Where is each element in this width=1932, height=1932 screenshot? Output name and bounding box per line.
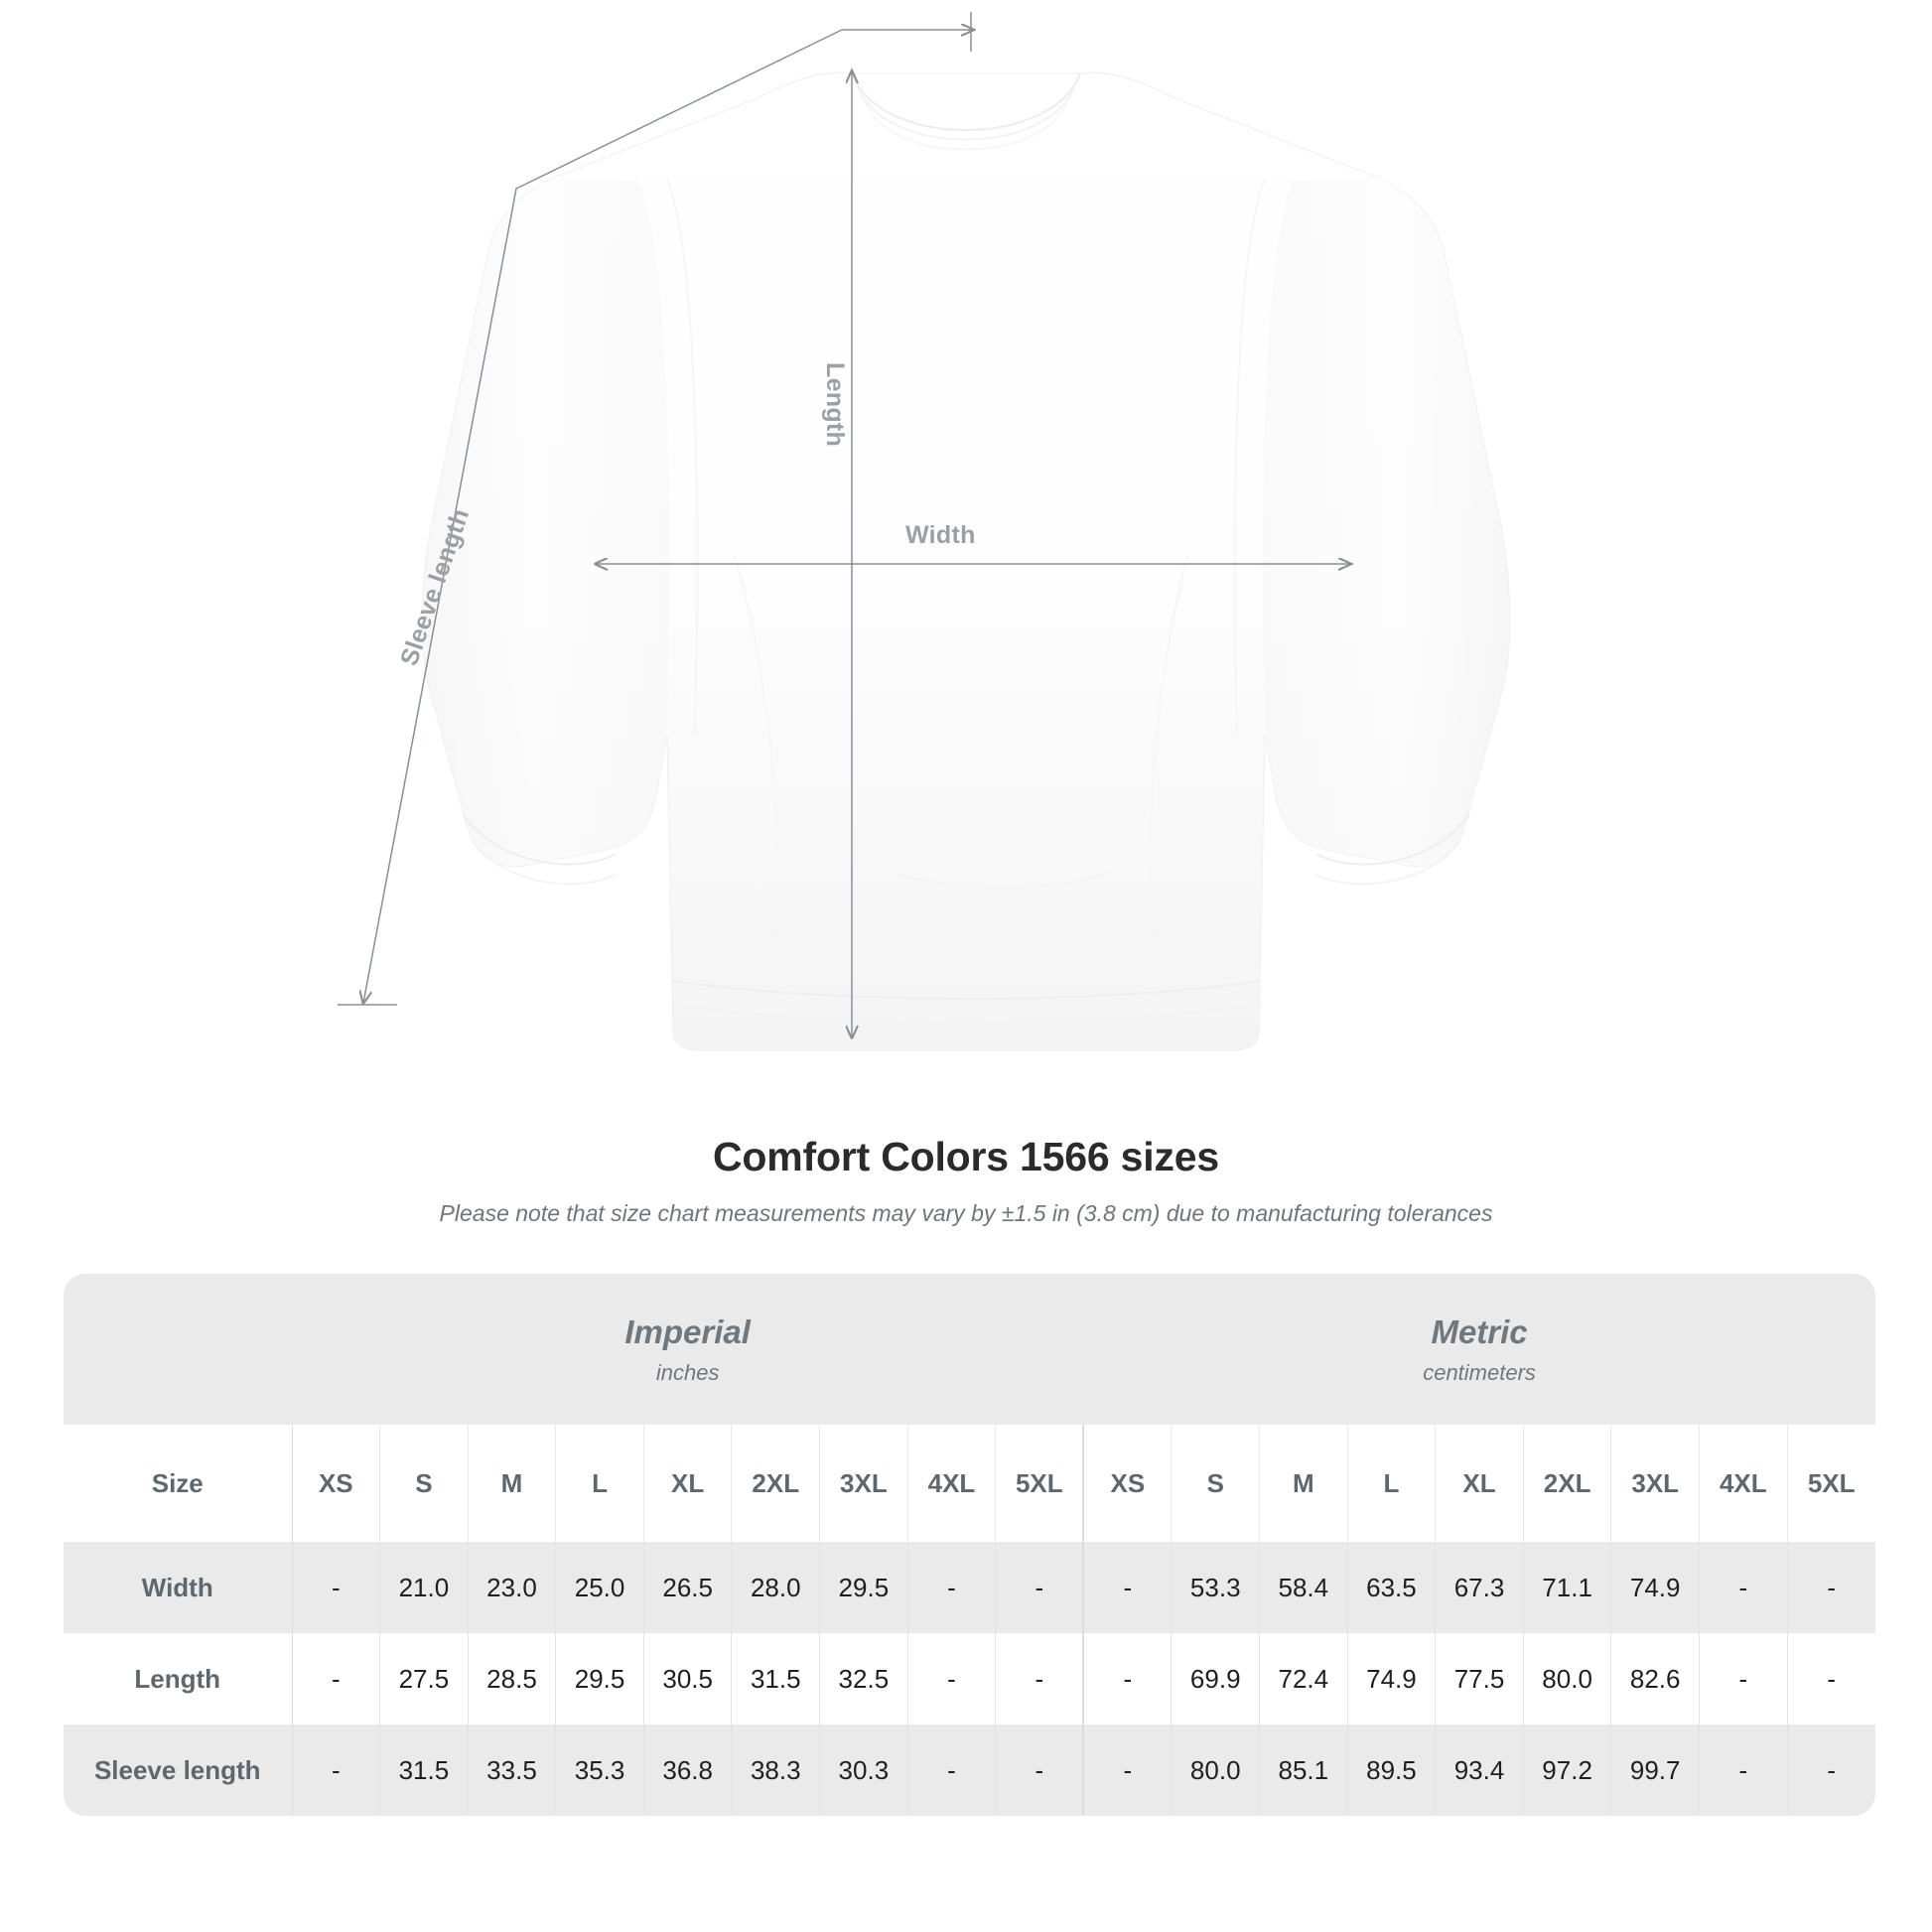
- col-header-imperial-m: M: [468, 1425, 557, 1542]
- cell-width-metric-3xl: 74.9: [1610, 1542, 1700, 1633]
- cell-width-metric-5xl: -: [1787, 1542, 1875, 1633]
- cell-width-imperial-4xl: -: [907, 1542, 997, 1633]
- unit-name-imperial: Imperial: [624, 1313, 751, 1351]
- cell-width-imperial-3xl: 29.5: [819, 1542, 908, 1633]
- unit-header-metric: Metric centimeters: [1083, 1274, 1875, 1425]
- unit-name-metric: Metric: [1431, 1313, 1528, 1351]
- cell-width-metric-xs: -: [1082, 1542, 1173, 1633]
- cell-length-metric-s: 69.9: [1171, 1633, 1261, 1725]
- table-row: Length - 27.5 28.5 29.5 30.5 31.5 32.5 -…: [64, 1633, 1875, 1725]
- cell-length-imperial-5xl: -: [995, 1633, 1084, 1725]
- title-block: Comfort Colors 1566 sizes Please note th…: [0, 1134, 1932, 1227]
- cell-width-metric-2xl: 71.1: [1523, 1542, 1612, 1633]
- row-label-sleeve-length: Sleeve length: [64, 1725, 293, 1816]
- cell-width-imperial-2xl: 28.0: [731, 1542, 821, 1633]
- cell-width-imperial-l: 25.0: [555, 1542, 644, 1633]
- cell-length-metric-m: 72.4: [1259, 1633, 1348, 1725]
- unit-header-spacer: [64, 1274, 292, 1425]
- col-header-imperial-2xl: 2XL: [731, 1425, 821, 1542]
- cell-sleeve-imperial-s: 31.5: [379, 1725, 469, 1816]
- col-header-imperial-4xl: 4XL: [907, 1425, 997, 1542]
- col-header-imperial-5xl: 5XL: [995, 1425, 1084, 1542]
- unit-header-imperial: Imperial inches: [292, 1274, 1084, 1425]
- cell-sleeve-metric-3xl: 99.7: [1610, 1725, 1700, 1816]
- cell-width-metric-m: 58.4: [1259, 1542, 1348, 1633]
- cell-sleeve-imperial-m: 33.5: [468, 1725, 557, 1816]
- unit-header-row: Imperial inches Metric centimeters: [64, 1274, 1875, 1425]
- cell-sleeve-imperial-5xl: -: [995, 1725, 1084, 1816]
- cell-sleeve-metric-2xl: 97.2: [1523, 1725, 1612, 1816]
- cell-sleeve-metric-xs: -: [1082, 1725, 1173, 1816]
- size-header-label: Size: [64, 1425, 293, 1542]
- sweatshirt-illustration: [421, 71, 1511, 1051]
- cell-width-metric-l: 63.5: [1347, 1542, 1437, 1633]
- col-header-metric-l: L: [1347, 1425, 1437, 1542]
- cell-length-metric-2xl: 80.0: [1523, 1633, 1612, 1725]
- cell-length-imperial-3xl: 32.5: [819, 1633, 908, 1725]
- cell-width-imperial-s: 21.0: [379, 1542, 469, 1633]
- width-dimension-label: Width: [905, 521, 976, 549]
- col-header-metric-5xl: 5XL: [1787, 1425, 1875, 1542]
- cell-sleeve-imperial-4xl: -: [907, 1725, 997, 1816]
- cell-length-imperial-l: 29.5: [555, 1633, 644, 1725]
- size-header-row: Size XS S M L XL 2XL 3XL 4XL 5XL XS S M …: [64, 1425, 1875, 1542]
- cell-length-imperial-xl: 30.5: [643, 1633, 733, 1725]
- size-table-container: Imperial inches Metric centimeters Size …: [64, 1274, 1875, 1816]
- cell-sleeve-imperial-xl: 36.8: [643, 1725, 733, 1816]
- cell-length-metric-l: 74.9: [1347, 1633, 1437, 1725]
- col-header-metric-m: M: [1259, 1425, 1348, 1542]
- unit-sub-metric: centimeters: [1423, 1359, 1536, 1385]
- col-header-imperial-l: L: [555, 1425, 644, 1542]
- cell-width-imperial-xl: 26.5: [643, 1542, 733, 1633]
- size-chart-table: Imperial inches Metric centimeters Size …: [64, 1274, 1875, 1816]
- page-title: Comfort Colors 1566 sizes: [713, 1134, 1219, 1179]
- cell-length-metric-3xl: 82.6: [1610, 1633, 1700, 1725]
- cell-sleeve-metric-5xl: -: [1787, 1725, 1875, 1816]
- cell-width-metric-4xl: -: [1699, 1542, 1788, 1633]
- cell-length-metric-4xl: -: [1699, 1633, 1788, 1725]
- col-header-metric-xl: XL: [1435, 1425, 1524, 1542]
- cell-sleeve-imperial-2xl: 38.3: [731, 1725, 821, 1816]
- measurement-lines: [338, 12, 1350, 1037]
- cell-sleeve-imperial-xs: -: [292, 1725, 381, 1816]
- tolerance-note: Please note that size chart measurements…: [439, 1200, 1493, 1226]
- cell-width-metric-s: 53.3: [1171, 1542, 1261, 1633]
- cell-sleeve-imperial-l: 35.3: [555, 1725, 644, 1816]
- cell-length-imperial-m: 28.5: [468, 1633, 557, 1725]
- cell-sleeve-imperial-3xl: 30.3: [819, 1725, 908, 1816]
- cell-width-metric-xl: 67.3: [1435, 1542, 1524, 1633]
- length-dimension-label: Length: [821, 362, 849, 448]
- col-header-metric-xs: XS: [1082, 1425, 1173, 1542]
- cell-width-imperial-m: 23.0: [468, 1542, 557, 1633]
- col-header-metric-2xl: 2XL: [1523, 1425, 1612, 1542]
- cell-width-imperial-xs: -: [292, 1542, 381, 1633]
- col-header-imperial-3xl: 3XL: [819, 1425, 908, 1542]
- col-header-imperial-xs: XS: [292, 1425, 381, 1542]
- col-header-metric-s: S: [1171, 1425, 1261, 1542]
- table-row: Width - 21.0 23.0 25.0 26.5 28.0 29.5 - …: [64, 1542, 1875, 1633]
- cell-length-metric-xl: 77.5: [1435, 1633, 1524, 1725]
- cell-length-imperial-s: 27.5: [379, 1633, 469, 1725]
- cell-sleeve-metric-4xl: -: [1699, 1725, 1788, 1816]
- cell-width-imperial-5xl: -: [995, 1542, 1084, 1633]
- cell-sleeve-metric-xl: 93.4: [1435, 1725, 1524, 1816]
- cell-sleeve-metric-s: 80.0: [1171, 1725, 1261, 1816]
- col-header-metric-4xl: 4XL: [1699, 1425, 1788, 1542]
- col-header-imperial-xl: XL: [643, 1425, 733, 1542]
- table-row: Sleeve length - 31.5 33.5 35.3 36.8 38.3…: [64, 1725, 1875, 1816]
- garment-measurement-diagram: Length Width Sleeve length: [338, 12, 1511, 1051]
- cell-length-metric-xs: -: [1082, 1633, 1173, 1725]
- cell-length-imperial-xs: -: [292, 1633, 381, 1725]
- col-header-imperial-s: S: [379, 1425, 469, 1542]
- cell-sleeve-metric-l: 89.5: [1347, 1725, 1437, 1816]
- cell-length-imperial-2xl: 31.5: [731, 1633, 821, 1725]
- cell-sleeve-metric-m: 85.1: [1259, 1725, 1348, 1816]
- row-label-width: Width: [64, 1542, 293, 1633]
- col-header-metric-3xl: 3XL: [1610, 1425, 1700, 1542]
- cell-length-metric-5xl: -: [1787, 1633, 1875, 1725]
- unit-sub-imperial: inches: [655, 1359, 720, 1385]
- cell-length-imperial-4xl: -: [907, 1633, 997, 1725]
- row-label-length: Length: [64, 1633, 293, 1725]
